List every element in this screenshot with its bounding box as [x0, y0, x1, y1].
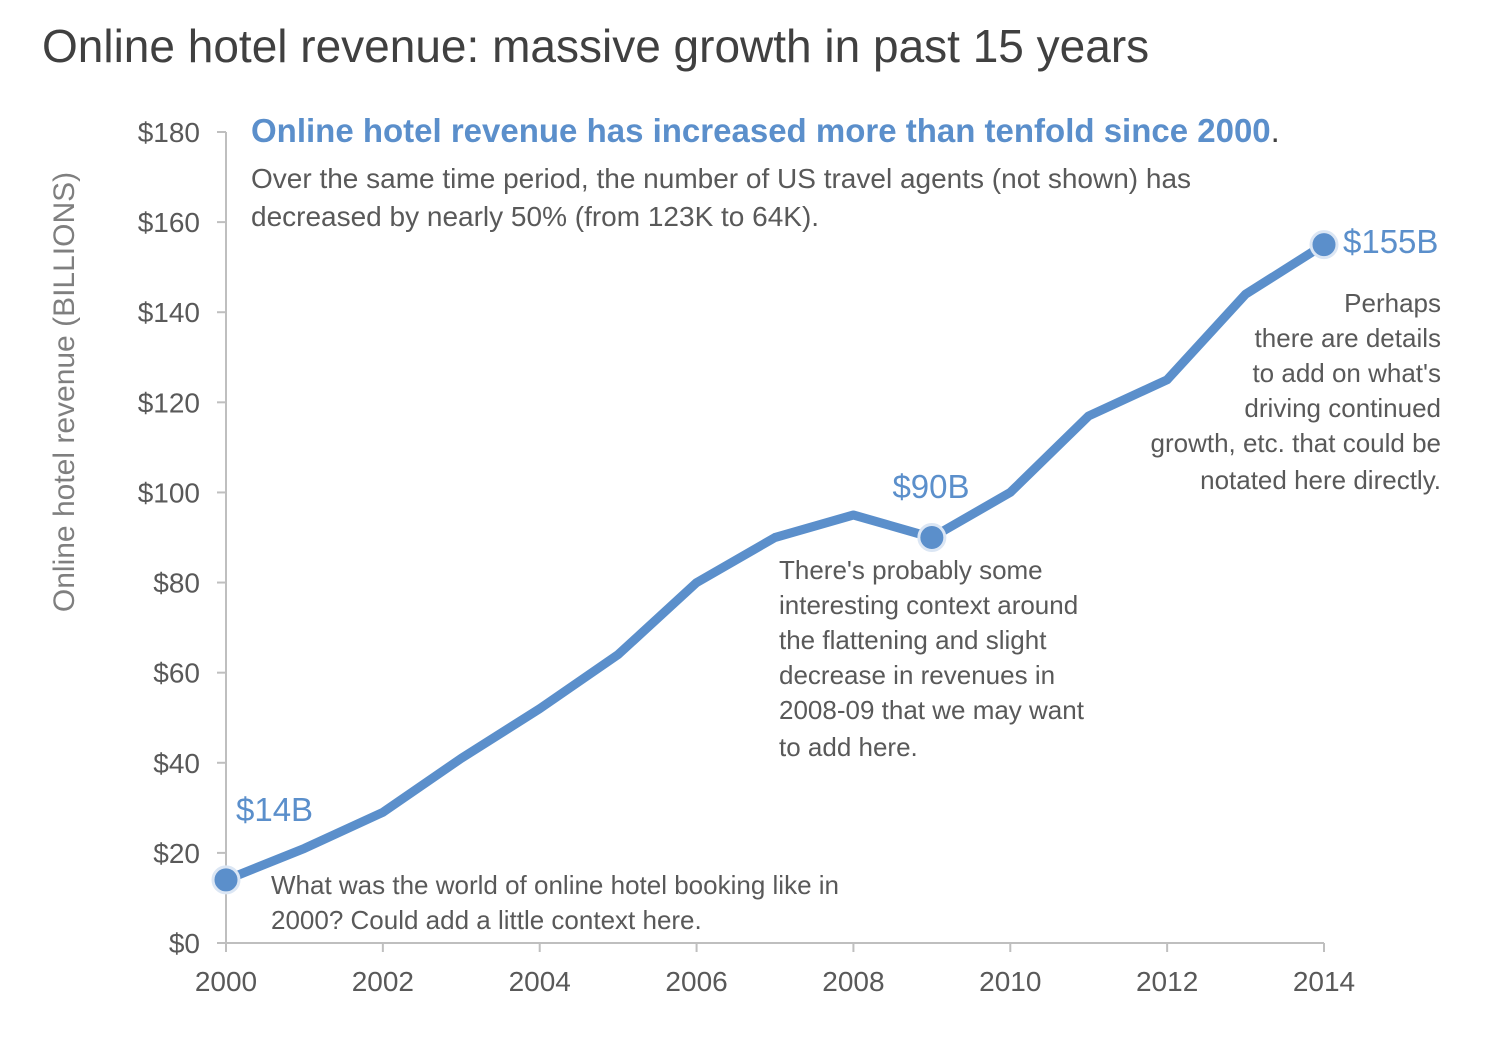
series-line-revenue: [221, 240, 1329, 885]
x-tick-label: 2000: [195, 966, 257, 997]
headline-text: Online hotel revenue has increased more …: [251, 112, 1271, 149]
y-tick-label: $180: [138, 117, 200, 148]
x-tick-label: 2004: [509, 966, 571, 997]
highlight-marker-2000: [211, 865, 241, 895]
y-tick-label: $160: [138, 207, 200, 238]
x-tick-label: 2012: [1136, 966, 1198, 997]
start-note-line-1: What was the world of online hotel booki…: [271, 870, 839, 900]
y-axis: $0 $20 $40 $60 $80 $100 $120 $140 $160 $180: [138, 117, 226, 959]
highlight-marker-2014: [1309, 230, 1339, 260]
dip-note-line-5: 2008-09 that we may want: [779, 695, 1085, 725]
end-value-label: $155B: [1343, 223, 1438, 260]
y-tick-label: $80: [153, 568, 200, 599]
y-tick-label: $60: [153, 658, 200, 689]
dip-note-line-6: to add here.: [779, 732, 918, 762]
subtext-line-1: Over the same time period, the number of…: [251, 163, 1191, 194]
y-tick-label: $120: [138, 387, 200, 418]
page-title: Online hotel revenue: massive growth in …: [42, 20, 1149, 72]
dip-note-line-2: interesting context around: [779, 590, 1078, 620]
y-axis-label: Online hotel revenue (BILLIONS): [48, 172, 81, 612]
start-value-label: $14B: [236, 791, 313, 828]
highlight-marker-2009: [917, 523, 947, 552]
end-note-line-2: there are details: [1255, 323, 1441, 353]
end-note-line-3: to add on what's: [1252, 358, 1441, 388]
x-tick-label: 2010: [979, 966, 1041, 997]
y-tick-label: $20: [153, 838, 200, 869]
x-axis: 2000 2002 2004 2006 2008 2010 2012 2014: [195, 943, 1355, 997]
dip-note-line-1: There's probably some: [779, 555, 1043, 585]
end-note-line-6: notated here directly.: [1200, 465, 1441, 495]
dip-note-line-4: decrease in revenues in: [779, 660, 1055, 690]
dip-note-line-3: the flattening and slight: [779, 625, 1047, 655]
subtext-line-2: decreased by nearly 50% (from 123K to 64…: [251, 201, 819, 232]
end-note-line-1: Perhaps: [1344, 288, 1441, 318]
y-tick-label: $100: [138, 477, 200, 508]
y-tick-label: $140: [138, 297, 200, 328]
x-tick-label: 2006: [665, 966, 727, 997]
headline: Online hotel revenue has increased more …: [251, 112, 1280, 149]
x-tick-label: 2002: [352, 966, 414, 997]
start-note-line-2: 2000? Could add a little context here.: [271, 905, 702, 935]
y-tick-label: $40: [153, 748, 200, 779]
end-note-line-5: growth, etc. that could be: [1150, 428, 1441, 458]
y-tick-label: $0: [169, 928, 200, 959]
x-tick-label: 2008: [822, 966, 884, 997]
highlight-markers: [211, 230, 1339, 895]
end-note-line-4: driving continued: [1244, 393, 1441, 423]
dip-value-label: $90B: [892, 468, 969, 505]
headline-period: .: [1271, 112, 1280, 149]
x-tick-label: 2014: [1293, 966, 1355, 997]
